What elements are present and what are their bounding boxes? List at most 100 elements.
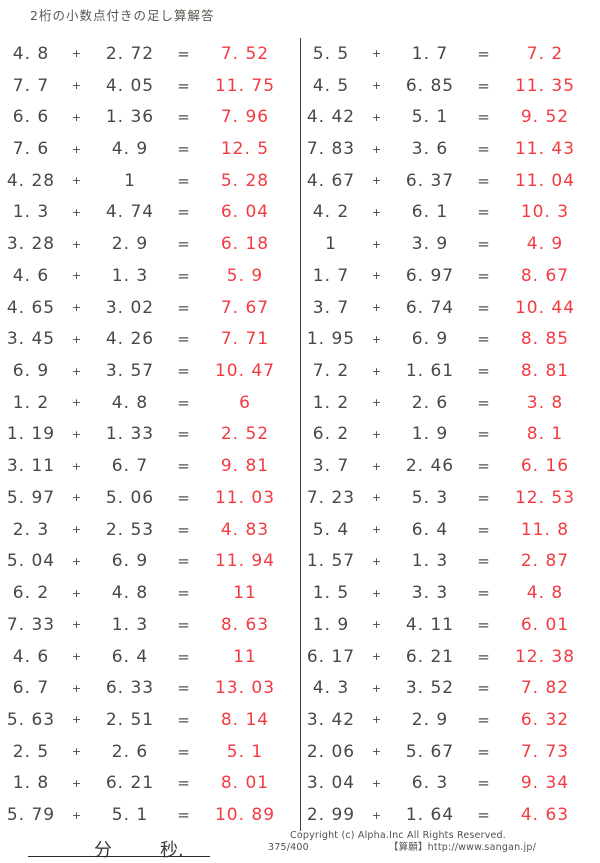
equals-sign: = [477,76,491,95]
addend-a: 1. 9 [312,614,350,635]
addend-a: 1. 19 [6,424,56,445]
answer: 8. 81 [520,361,570,382]
addend-a: 6. 17 [306,646,356,667]
answer: 11. 35 [514,75,576,96]
equals-sign: = [177,362,191,381]
plus-sign: + [71,459,83,473]
answer: 6. 04 [220,202,270,223]
addend-b: 3. 52 [405,678,455,699]
equals-sign: = [477,774,491,793]
equals-sign: = [477,520,491,539]
plus-sign: + [71,142,83,156]
equals-sign: = [177,108,191,127]
answer: 11. 03 [214,487,276,508]
plus-sign: + [371,523,383,537]
answer: 7. 2 [526,43,564,64]
plus-sign: + [71,427,83,441]
addend-b: 3. 57 [105,361,155,382]
addend-b: 6. 1 [411,202,449,223]
equals-sign: = [177,298,191,317]
addend-b: 1. 36 [105,107,155,128]
equals-sign: = [477,140,491,159]
answer: 12. 53 [514,487,576,508]
addend-b: 1. 7 [411,43,449,64]
equals-sign: = [177,457,191,476]
addend-b: 6. 7 [111,456,149,477]
equals-sign: = [177,266,191,285]
addend-a: 7. 33 [6,614,56,635]
answer: 5. 28 [220,170,270,191]
equals-sign: = [177,76,191,95]
plus-sign: + [371,427,383,441]
answer: 8. 1 [526,424,564,445]
plus-sign: + [71,776,83,790]
addend-a: 1. 2 [312,392,350,413]
equals-sign: = [177,425,191,444]
addend-b: 2. 9 [111,234,149,255]
equals-sign: = [177,235,191,254]
answer: 11. 43 [514,139,576,160]
addend-b: 3. 02 [105,297,155,318]
addend-b: 1. 33 [105,424,155,445]
addend-a: 5. 79 [6,805,56,826]
plus-sign: + [71,237,83,251]
addend-a: 4. 5 [312,75,350,96]
addend-a: 4. 67 [306,170,356,191]
addend-a: 7. 2 [312,361,350,382]
addend-a: 3. 45 [6,329,56,350]
plus-sign: + [371,618,383,632]
addend-a: 3. 7 [312,297,350,318]
addend-a: 4. 6 [12,265,50,286]
addend-b: 1. 9 [411,424,449,445]
answer: 11 [233,583,257,604]
answer: 10. 89 [214,805,276,826]
plus-sign: + [371,205,383,219]
plus-sign: + [71,618,83,632]
addend-b: 6. 21 [105,773,155,794]
addend-b: 4. 8 [111,583,149,604]
equals-sign: = [477,457,491,476]
equals-sign: = [177,171,191,190]
addend-b: 6. 33 [105,678,155,699]
equals-sign: = [477,615,491,634]
equals-sign: = [177,615,191,634]
addend-a: 4. 3 [312,678,350,699]
column-divider-line [300,38,301,831]
equals-sign: = [477,552,491,571]
addend-a: 5. 97 [6,487,56,508]
equals-sign: = [477,393,491,412]
plus-sign: + [371,554,383,568]
equals-sign: = [477,488,491,507]
plus-sign: + [371,47,383,61]
addend-a: 4. 6 [12,646,50,667]
addend-b: 6. 37 [405,170,455,191]
addend-a: 5. 5 [312,43,350,64]
equals-sign: = [477,679,491,698]
addend-b: 5. 3 [411,487,449,508]
addend-b: 4. 11 [405,614,455,635]
answer: 8. 85 [520,329,570,350]
addend-a: 2. 3 [12,519,50,540]
answer: 7. 82 [520,678,570,699]
plus-sign: + [71,47,83,61]
page-number: 375/400 [268,842,309,853]
addend-b: 1. 61 [405,361,455,382]
answer: 2. 87 [520,551,570,572]
answer: 6. 16 [520,456,570,477]
answer: 13. 03 [214,678,276,699]
answer: 6. 18 [220,234,270,255]
addend-a: 1. 3 [12,202,50,223]
answer: 8. 01 [220,773,270,794]
addend-b: 5. 06 [105,487,155,508]
plus-sign: + [371,237,383,251]
addend-b: 4. 05 [105,75,155,96]
answer: 12. 38 [514,646,576,667]
addend-a: 2. 99 [306,805,356,826]
addend-a: 1. 2 [12,392,50,413]
plus-sign: + [371,681,383,695]
addend-a: 2. 06 [306,741,356,762]
addend-a: 6. 7 [12,678,50,699]
addend-b: 6. 9 [111,551,149,572]
equals-sign: = [477,44,491,63]
plus-sign: + [71,650,83,664]
